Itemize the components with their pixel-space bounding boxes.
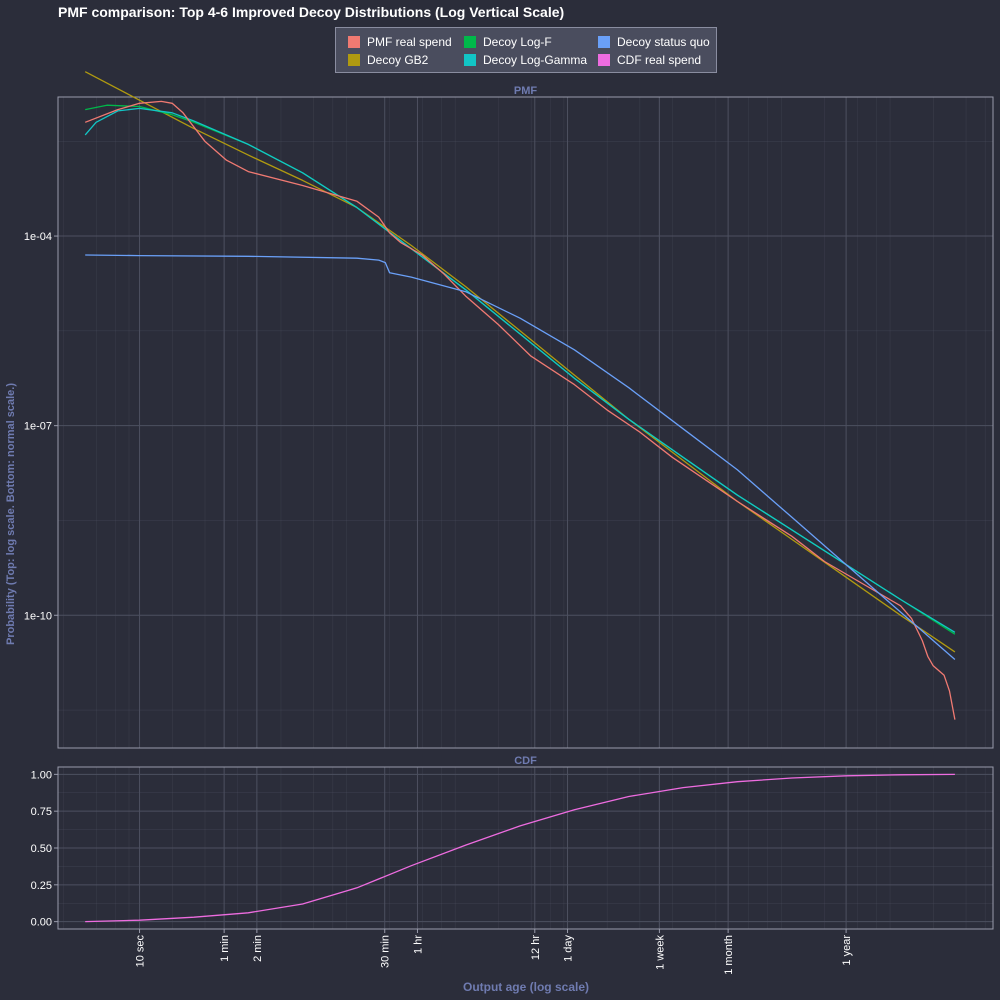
- y-tick-label: 0.75: [31, 806, 52, 818]
- x-tick-label: 1 month: [723, 935, 735, 975]
- legend-swatch: [464, 36, 476, 48]
- legend-swatch: [464, 54, 476, 66]
- legend-label: CDF real spend: [617, 53, 702, 67]
- legend-swatch: [598, 54, 610, 66]
- y-tick-label: 0.25: [31, 880, 52, 892]
- y-tick-label: 1e-04: [24, 231, 52, 243]
- x-tick-label: 1 year: [841, 935, 853, 966]
- x-tick-label: 30 min: [380, 935, 392, 968]
- legend-swatch: [598, 36, 610, 48]
- legend-item-cdf-real: CDF real spend: [598, 52, 701, 68]
- y-tick-label: 0.50: [31, 843, 52, 855]
- x-tick-label: 1 day: [563, 935, 575, 962]
- legend-label: Decoy Log-Gamma: [483, 53, 588, 67]
- x-tick-label: 10 sec: [135, 935, 147, 968]
- panel-border: [57, 96, 994, 749]
- series-line-decoy-gb2: [84, 71, 956, 653]
- x-axis-label: Output age (log scale): [462, 980, 589, 994]
- y-axis-label: Probability (Top: log scale. Bottom: nor…: [5, 383, 17, 645]
- y-tick-label: 1e-10: [24, 610, 52, 622]
- legend-swatch: [348, 36, 360, 48]
- x-tick-label: 12 hr: [530, 935, 542, 960]
- x-tick-label: 1 week: [654, 935, 666, 970]
- series-line-decoy-status-quo: [85, 254, 956, 660]
- series-line-pmf-real-spend: [84, 100, 956, 720]
- legend-item-loggamma: Decoy Log-Gamma: [464, 52, 587, 68]
- legend-label: Decoy status quo: [617, 35, 710, 49]
- pmf-panel-title: PMF: [513, 85, 538, 97]
- y-tick-label: 1e-07: [24, 421, 52, 433]
- x-tick-label: 1 hr: [412, 935, 424, 954]
- series-line-cdf-real-spend: [85, 773, 955, 923]
- y-tick-label: 1.00: [31, 769, 52, 781]
- y-tick-label: 0.00: [31, 917, 52, 929]
- legend-swatch: [348, 54, 360, 66]
- legend-item-status-quo: Decoy status quo: [598, 34, 710, 50]
- x-tick-label: 1 min: [219, 935, 231, 962]
- x-tick-label: 2 min: [252, 935, 264, 962]
- legend-item-pmf-real: PMF real spend: [348, 34, 452, 50]
- legend: PMF real spend Decoy GB2 Decoy Log-F Dec…: [335, 27, 717, 73]
- legend-item-gb2: Decoy GB2: [348, 52, 428, 68]
- chart-title: PMF comparison: Top 4-6 Improved Decoy D…: [58, 4, 565, 20]
- legend-label: PMF real spend: [367, 35, 452, 49]
- legend-label: Decoy GB2: [367, 53, 429, 67]
- cdf-panel-title: CDF: [514, 755, 537, 767]
- legend-label: Decoy Log-F: [483, 35, 552, 49]
- legend-item-logf: Decoy Log-F: [464, 34, 552, 50]
